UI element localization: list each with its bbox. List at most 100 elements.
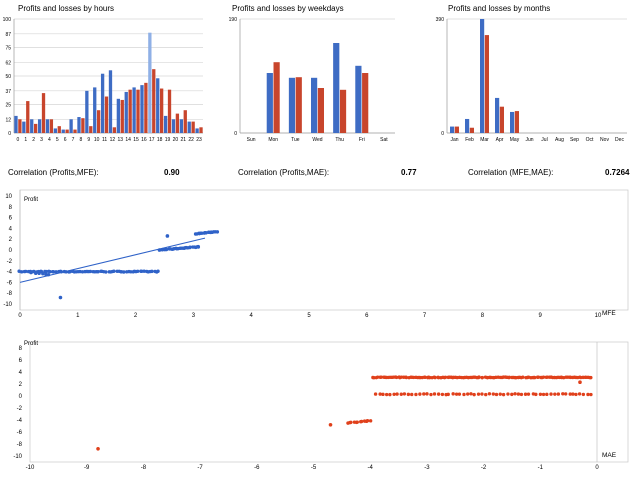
mfe-point <box>142 269 146 273</box>
hours-xtick-label: 21 <box>181 137 187 143</box>
corr-profits-mae-label: Correlation (Profits,MAE): <box>238 168 330 177</box>
months-bar-loss <box>499 106 504 133</box>
hours-bar-loss <box>81 118 85 133</box>
mae-point <box>501 392 506 397</box>
mae-point <box>418 392 422 396</box>
mfe-ytick-label: -6 <box>7 280 13 286</box>
mae-ytick-label: 4 <box>19 370 23 376</box>
hours-bar-profit <box>93 87 97 133</box>
mfe-point <box>122 270 126 274</box>
mfe-ytick-label: -4 <box>7 270 13 276</box>
hours-bar-loss <box>112 127 117 133</box>
mae-xtick-label: -10 <box>26 465 35 471</box>
mae-point <box>428 375 432 380</box>
mae-point <box>513 392 517 396</box>
hours-bar-profit <box>171 119 176 133</box>
hours-xtick-label: 14 <box>125 137 131 143</box>
hours-bar-profit <box>148 32 152 133</box>
mae-point <box>388 392 392 397</box>
mae-point <box>541 375 546 379</box>
mae-xtick-label: -1 <box>538 465 544 471</box>
hours-ytick-label: 50 <box>5 74 11 80</box>
mae-point <box>491 392 496 396</box>
mfe-frame <box>19 189 629 311</box>
hours-bar-profit <box>195 128 199 133</box>
mfe-xtick-label: 9 <box>539 313 543 319</box>
mae-ytick-label: -2 <box>17 406 23 412</box>
hours-bar-loss <box>73 129 77 133</box>
mfe-point <box>29 270 33 275</box>
mae-point <box>399 392 403 396</box>
hours-bar-loss <box>89 126 93 133</box>
months-bar-profit <box>465 118 470 133</box>
mfe-point <box>156 269 160 273</box>
mae-xtick-label: 0 <box>595 465 599 471</box>
hours-ytick-label: 0 <box>8 131 11 137</box>
mfe-point <box>54 270 58 274</box>
weekdays-bar-profit <box>266 73 273 133</box>
mfe-xlabel: MFE <box>602 310 616 317</box>
mae-xtick-label: -3 <box>424 465 430 471</box>
mae-point <box>571 392 575 396</box>
mfe-point <box>41 272 45 276</box>
mfe-point <box>196 245 201 249</box>
mfe-point <box>96 269 100 274</box>
hours-bar-profit <box>116 98 121 133</box>
weekdays-xtick-label: Tue <box>291 137 300 143</box>
months-xtick-label: May <box>510 137 520 143</box>
mae-xtick-label: -6 <box>254 465 260 471</box>
mae-point <box>480 375 485 380</box>
mae-point <box>526 392 531 396</box>
mae-point <box>355 420 359 424</box>
weekdays-xtick-label: Thu <box>335 137 344 143</box>
mae-point <box>425 392 429 396</box>
hours-bar-loss <box>49 119 54 133</box>
mae-point <box>432 392 437 396</box>
mae-point <box>494 392 499 397</box>
mae-point <box>365 419 370 423</box>
mfe-xtick-label: 5 <box>307 313 311 319</box>
mae-point <box>422 392 426 396</box>
hours-xtick-label: 18 <box>157 137 163 143</box>
months-bar-profit <box>495 97 500 133</box>
hours-xtick-label: 22 <box>188 137 194 143</box>
corr-mfe-mae-value: 0.7264 <box>605 168 630 177</box>
corr-mfe-mae-label: Correlation (MFE,MAE): <box>468 168 554 177</box>
mae-point <box>589 392 593 397</box>
months-xtick-label: Apr <box>496 137 504 143</box>
hours-bar-profit <box>124 91 128 133</box>
months-xtick-label: Jan <box>450 137 458 143</box>
weekdays-xtick-label: Wed <box>312 137 322 143</box>
weekdays-bar-profit <box>333 43 340 133</box>
mae-point <box>574 392 578 397</box>
mfe-point <box>165 234 170 238</box>
hours-xtick-label: 9 <box>87 137 90 143</box>
hours-bar-loss <box>191 121 195 133</box>
mae-point <box>469 392 473 396</box>
mae-xtick-label: -9 <box>84 465 90 471</box>
mae-point <box>476 392 481 396</box>
mae-xtick-label: -5 <box>311 465 317 471</box>
mfe-ytick-label: -10 <box>3 302 12 308</box>
mae-point <box>506 392 510 396</box>
hours-ytick-label: 100 <box>3 17 12 23</box>
mae-point <box>534 392 538 397</box>
hours-bar-loss <box>128 89 132 133</box>
months-xtick-label: Feb <box>465 137 474 143</box>
hours-bar-profit <box>22 121 26 133</box>
hours-bar-loss <box>26 101 30 133</box>
mae-point <box>381 392 385 397</box>
hours-bar-profit <box>61 129 65 133</box>
hours-bar-loss <box>57 126 61 133</box>
mfe-point <box>48 270 52 274</box>
mae-xtick-label: -4 <box>368 465 374 471</box>
mfe-point <box>88 269 93 274</box>
mae-point <box>451 392 455 396</box>
mae-point <box>436 375 441 380</box>
mae-point <box>454 392 459 396</box>
mfe-point <box>44 269 49 274</box>
mfe-point <box>64 270 68 274</box>
months-bar-loss <box>454 126 459 133</box>
hours-bar-loss <box>144 82 148 133</box>
months-xtick-label: Mar <box>480 137 489 143</box>
